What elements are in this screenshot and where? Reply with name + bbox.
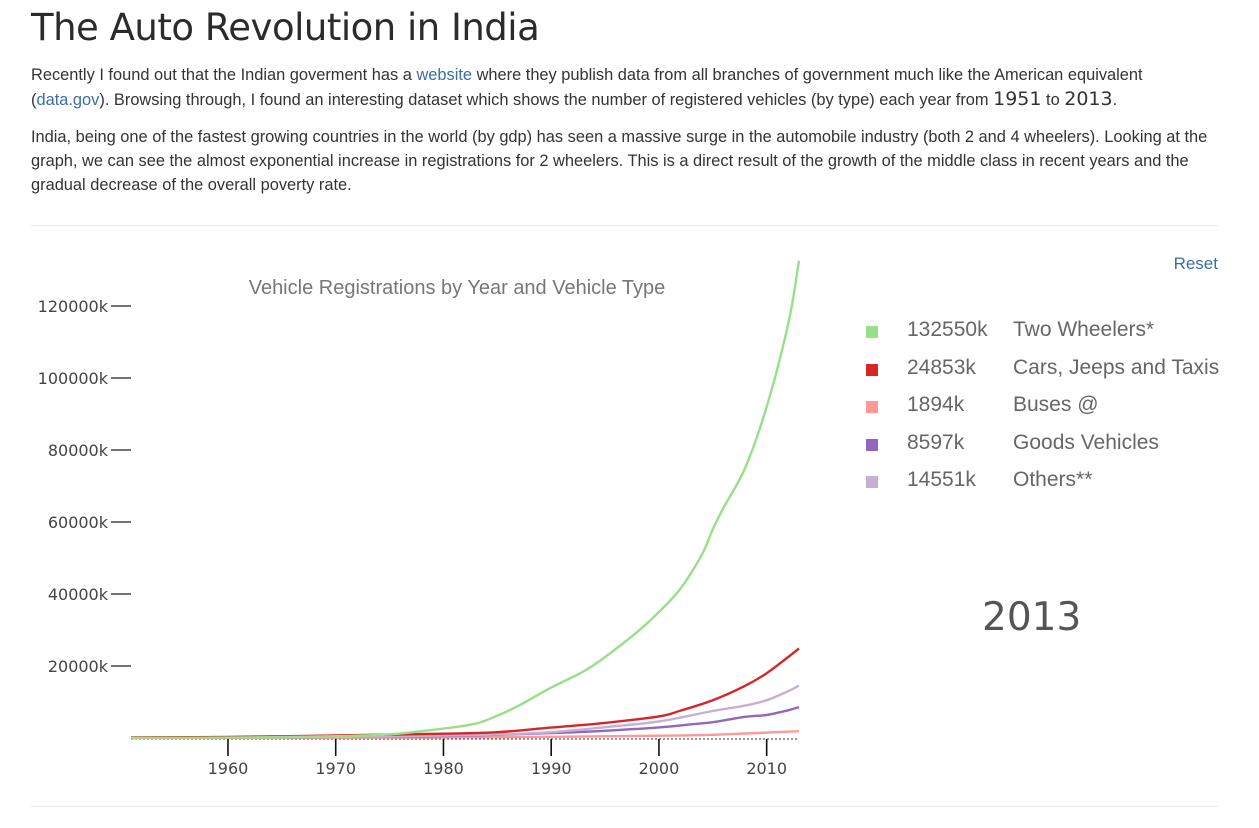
intro-text: to [1041, 91, 1065, 109]
divider [31, 806, 1218, 807]
y-tick-label: 100000k [38, 369, 109, 388]
legend-label: Others** [1013, 468, 1093, 491]
y-tick-label: 60000k [48, 513, 109, 532]
x-tick-label: 1970 [315, 759, 356, 778]
intro-text: where they publish data from all branche… [31, 66, 1143, 109]
legend-swatch [866, 363, 878, 376]
x-tick-label: 2000 [639, 759, 680, 778]
reset-button[interactable]: Reset [1173, 254, 1218, 273]
x-axis: 1960 1970 1980 1990 2000 2010 [131, 738, 799, 778]
series-lines [130, 260, 801, 740]
intro-paragraph: Recently I found out that the Indian gov… [31, 63, 1221, 112]
legend-value: 8597k [907, 430, 965, 454]
intro-text: Recently I found out that the Indian gov… [31, 66, 417, 84]
chart-title: Vehicle Registrations by Year and Vehicl… [249, 277, 666, 299]
x-tick-label: 1960 [208, 759, 249, 778]
y-axis: 20000k 40000k 60000k 80000k 100000k 120000k [38, 297, 131, 676]
legend-swatch [866, 326, 878, 338]
analysis-paragraph: India, being one of the fastest growing … [31, 128, 1208, 194]
y-tick-label: 80000k [48, 441, 109, 460]
legend-label: Goods Vehicles [1013, 430, 1159, 454]
legend-swatch [866, 438, 878, 451]
legend-value: 132550k [907, 318, 988, 341]
intro-text: . [1112, 91, 1118, 109]
intro-text: ). Browsing through, I found an interest… [99, 91, 994, 109]
series-line-two-wheelers [130, 260, 801, 740]
y-tick-label: 40000k [48, 585, 109, 604]
legend-value: 14551k [907, 468, 976, 491]
y-tick-label: 120000k [38, 297, 109, 316]
line-chart: Vehicle Registrations by Year and Vehicl… [38, 260, 801, 778]
legend-label: Two Wheelers* [1013, 318, 1155, 341]
x-tick-label: 1990 [531, 759, 572, 778]
legend-value: 24853k [907, 355, 976, 379]
legend-value: 1894k [907, 393, 965, 416]
website-link[interactable]: website [416, 66, 473, 84]
page-title: The Auto Revolution in India [31, 6, 540, 49]
legend-label: Cars, Jeeps and Taxis [1013, 355, 1220, 379]
year-to: 2013 [1064, 88, 1113, 110]
legend-swatch [866, 476, 878, 488]
year-from: 1951 [993, 88, 1042, 110]
x-tick-label: 2010 [746, 759, 787, 778]
legend-swatch [866, 401, 878, 413]
series-line-others [130, 684, 800, 739]
current-year-label: 2013 [982, 595, 1082, 640]
divider [31, 225, 1218, 226]
y-tick-label: 20000k [48, 657, 109, 676]
legend-label: Buses @ [1013, 393, 1099, 416]
x-tick-label: 1980 [423, 759, 464, 778]
data-gov-link[interactable]: data.gov [36, 91, 100, 109]
